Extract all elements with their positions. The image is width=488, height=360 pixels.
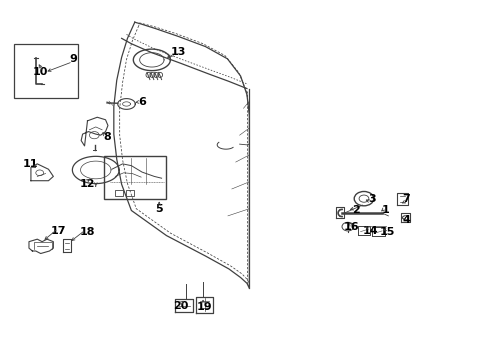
Text: 10: 10 bbox=[33, 67, 48, 77]
Text: 12: 12 bbox=[80, 179, 95, 189]
Text: 5: 5 bbox=[155, 204, 163, 214]
Text: 16: 16 bbox=[343, 222, 359, 232]
Text: 13: 13 bbox=[171, 46, 186, 57]
Text: 14: 14 bbox=[362, 226, 377, 236]
Text: 19: 19 bbox=[196, 302, 212, 312]
Text: 1: 1 bbox=[381, 206, 389, 216]
Text: 11: 11 bbox=[23, 159, 39, 169]
Text: 6: 6 bbox=[138, 97, 146, 107]
Text: 20: 20 bbox=[173, 301, 188, 311]
Text: 4: 4 bbox=[402, 215, 409, 225]
Text: 8: 8 bbox=[103, 132, 111, 142]
Text: 3: 3 bbox=[367, 194, 375, 204]
Text: 17: 17 bbox=[50, 226, 66, 236]
Text: 7: 7 bbox=[402, 194, 409, 204]
Text: 2: 2 bbox=[351, 206, 359, 216]
Text: 9: 9 bbox=[69, 54, 77, 64]
Text: 15: 15 bbox=[378, 227, 394, 237]
Text: 18: 18 bbox=[80, 227, 95, 237]
Bar bbox=[115, 190, 122, 196]
Bar bbox=[126, 190, 134, 196]
